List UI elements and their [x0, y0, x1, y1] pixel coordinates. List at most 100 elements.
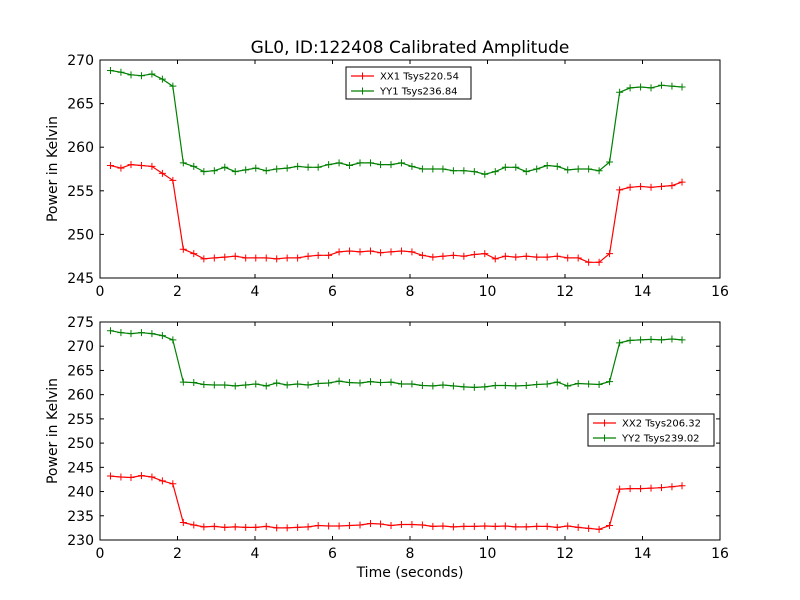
data-point — [606, 158, 614, 166]
data-point — [553, 252, 561, 260]
data-point — [117, 68, 125, 76]
data-point — [283, 254, 291, 262]
data-point — [210, 167, 218, 175]
data-point — [668, 483, 676, 491]
data-point — [501, 163, 509, 171]
data-point — [429, 522, 437, 530]
data-point — [637, 336, 645, 344]
x-tick-label: 8 — [406, 546, 415, 562]
data-point — [169, 336, 177, 344]
data-point — [449, 251, 457, 259]
data-point — [449, 382, 457, 390]
legend: XX2 Tsys206.32 YY2 Tsys239.02 — [587, 413, 715, 447]
y-tick-label: 245 — [67, 460, 94, 476]
data-point — [564, 254, 572, 262]
data-point — [657, 336, 665, 344]
x-tick-label: 2 — [173, 284, 182, 300]
data-point — [439, 252, 447, 260]
legend-label: YY2 Tsys239.02 — [621, 434, 700, 445]
data-point — [606, 521, 614, 529]
data-point — [647, 183, 655, 191]
data-point — [377, 249, 385, 257]
data-point — [210, 522, 218, 530]
data-point — [408, 162, 416, 170]
data-point — [574, 165, 582, 173]
data-point — [252, 254, 260, 262]
series-2 — [106, 66, 686, 178]
data-point — [501, 381, 509, 389]
data-point — [387, 378, 395, 386]
x-tick-label: 4 — [251, 546, 260, 562]
y-tick-label: 240 — [67, 485, 94, 501]
data-point — [397, 247, 405, 255]
data-point — [314, 163, 322, 171]
x-tick-label: 10 — [479, 284, 497, 300]
y-tick-label: 255 — [67, 184, 94, 200]
data-point — [543, 380, 551, 388]
data-point — [616, 339, 624, 347]
data-point — [283, 381, 291, 389]
data-point — [377, 520, 385, 528]
data-point — [210, 254, 218, 262]
data-point — [356, 248, 364, 256]
data-point — [512, 253, 520, 261]
data-point — [200, 255, 208, 263]
data-point — [439, 522, 447, 530]
y-tick-label: 250 — [67, 227, 94, 243]
data-point — [294, 254, 302, 262]
data-point — [106, 66, 114, 74]
data-point — [626, 183, 634, 191]
data-point — [356, 521, 364, 529]
data-point — [314, 380, 322, 388]
data-point — [470, 383, 478, 391]
data-point — [522, 252, 530, 260]
data-point — [553, 162, 561, 170]
data-point — [221, 523, 229, 531]
data-point — [231, 523, 239, 531]
data-point — [137, 329, 145, 337]
data-point — [491, 381, 499, 389]
data-point — [190, 162, 198, 170]
data-point — [221, 381, 229, 389]
data-point — [304, 252, 312, 260]
series-2 — [106, 327, 686, 391]
x-tick-label: 0 — [96, 546, 105, 562]
x-tick-label: 16 — [711, 284, 729, 300]
data-point — [346, 379, 354, 387]
data-point — [377, 379, 385, 387]
data-point — [158, 477, 166, 485]
data-point — [106, 162, 114, 170]
data-point — [158, 169, 166, 177]
data-point — [408, 248, 416, 256]
data-point — [242, 381, 250, 389]
data-point — [231, 168, 239, 176]
data-point — [335, 377, 343, 385]
bottom-subplot: 0 2 4 6 8 10 12 14 16 230 235 240 245 250 255 260 265 270… — [45, 315, 729, 581]
data-point — [335, 248, 343, 256]
data-point — [127, 71, 135, 79]
data-point — [335, 522, 343, 530]
data-point — [221, 163, 229, 171]
data-point — [647, 484, 655, 492]
data-point — [678, 83, 686, 91]
data-point — [626, 84, 634, 92]
data-point — [200, 380, 208, 388]
data-point — [304, 163, 312, 171]
data-point — [564, 166, 572, 174]
data-point — [512, 382, 520, 390]
data-point — [262, 167, 270, 175]
data-point — [190, 379, 198, 387]
data-point — [158, 75, 166, 83]
data-point — [668, 182, 676, 190]
data-point — [179, 245, 187, 253]
data-point — [325, 251, 333, 259]
data-point — [678, 336, 686, 344]
data-point — [325, 379, 333, 387]
data-point — [470, 168, 478, 176]
data-point — [387, 248, 395, 256]
data-point — [637, 182, 645, 190]
data-point — [460, 522, 468, 530]
data-point — [470, 522, 478, 530]
x-tick-label: 12 — [556, 284, 574, 300]
